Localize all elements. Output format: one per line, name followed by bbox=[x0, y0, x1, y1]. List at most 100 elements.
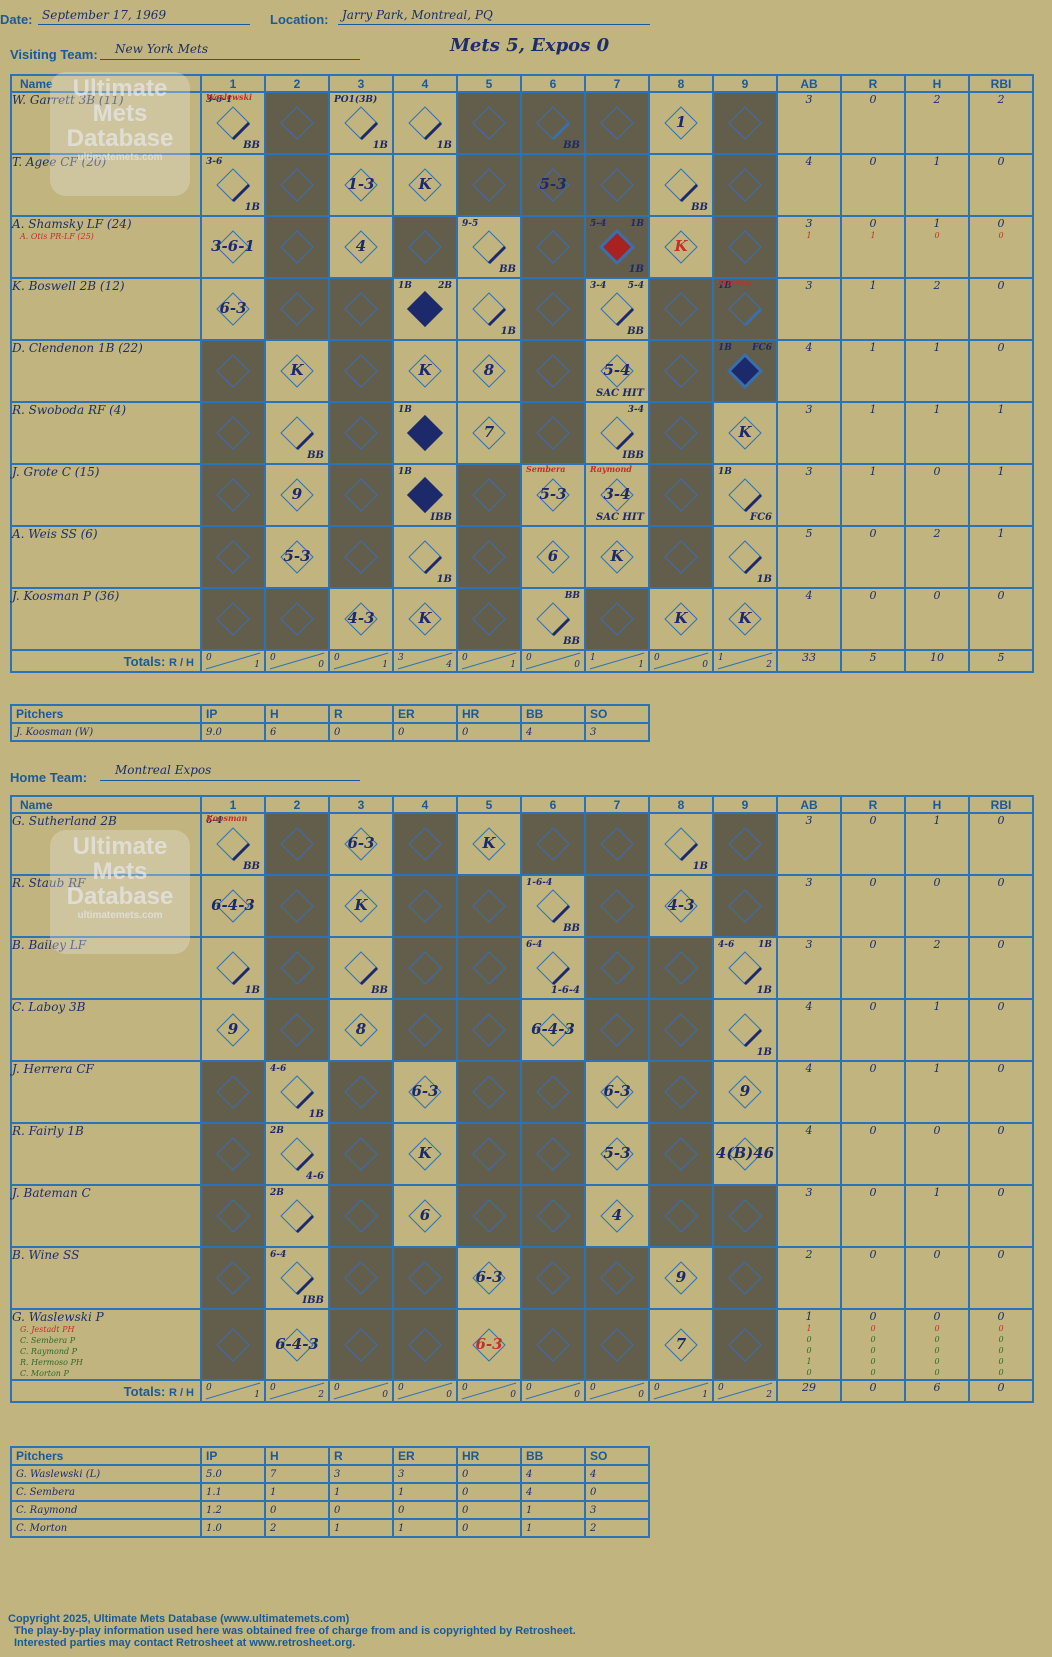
inning-cell: 1-3 bbox=[328, 153, 394, 217]
base-diamond bbox=[408, 230, 442, 264]
base-diamond bbox=[216, 168, 251, 203]
inning-runs: 0 bbox=[590, 1383, 596, 1393]
base-diamond bbox=[472, 416, 506, 450]
play-notation: 6-3 bbox=[411, 1082, 439, 1100]
base-diamond bbox=[280, 1075, 315, 1110]
pitcher-stat: J. Koosman (W) bbox=[10, 722, 202, 742]
base-diamond bbox=[408, 540, 443, 575]
player-name: C. Laboy 3B bbox=[12, 1000, 86, 1014]
play-notation: 5-4 bbox=[603, 361, 631, 379]
inning-cell bbox=[264, 587, 330, 651]
base-diamond bbox=[280, 602, 314, 636]
player-stat: 3 bbox=[776, 91, 842, 155]
inning-cell: BB 3-6-1 Waslewski bbox=[200, 91, 266, 155]
inning-cell: 1B PO1(3B) bbox=[328, 91, 394, 155]
home-player-row: G. Waslewski P G. Jestadt PH C. Sembera P C… bbox=[10, 1308, 1034, 1381]
base-diamond bbox=[664, 478, 698, 512]
play-notation: 3-4 bbox=[603, 485, 631, 503]
player-stat: 1 bbox=[840, 463, 906, 527]
inning-cell bbox=[648, 936, 714, 1000]
player-name: G. Waslewski P bbox=[12, 1310, 104, 1324]
base-diamond bbox=[472, 478, 506, 512]
play-advance: 4-6 bbox=[718, 940, 735, 950]
player-stat: 1 bbox=[904, 1060, 970, 1124]
inning-header: 9 bbox=[712, 795, 778, 814]
inning-cell bbox=[264, 153, 330, 217]
pitcher-stat: 7 bbox=[264, 1464, 330, 1484]
base-diamond bbox=[280, 827, 314, 861]
base-diamond bbox=[664, 1327, 698, 1362]
inning-cell: BB bbox=[520, 91, 586, 155]
player-name-cell: C. Laboy 3B bbox=[10, 998, 202, 1062]
play-notation: K bbox=[482, 834, 496, 852]
play-notation: K bbox=[418, 175, 432, 193]
base-diamond bbox=[728, 951, 763, 986]
play-result: BB bbox=[243, 861, 260, 872]
inning-cell: IBB 1B bbox=[392, 463, 458, 527]
player-stat: 1 bbox=[968, 401, 1034, 465]
inning-runs: 0 bbox=[462, 653, 468, 663]
base-diamond bbox=[408, 827, 442, 861]
inning-cell bbox=[648, 998, 714, 1062]
inning-cell bbox=[456, 936, 522, 1000]
play-result: BB bbox=[307, 450, 324, 461]
inning-cell bbox=[648, 1122, 714, 1186]
base-diamond bbox=[728, 889, 762, 923]
base-diamond bbox=[472, 1013, 506, 1047]
substitute-stat: 0 bbox=[870, 1324, 876, 1333]
play-result: BB bbox=[563, 923, 580, 934]
base-diamond bbox=[664, 168, 699, 203]
inning-header: 6 bbox=[520, 795, 586, 814]
base-diamond bbox=[536, 478, 570, 512]
home-totals-row: Totals: R / H 0 1 0 2 0 0 0 0 0 0 0 0 0 0 0 1 0 2 29 0 6 0 bbox=[10, 1379, 1034, 1403]
pitcher-stat: 0 bbox=[456, 1464, 522, 1484]
pitcher-stat: 1.2 bbox=[200, 1500, 266, 1520]
base-diamond bbox=[280, 168, 314, 202]
visitor-player-row: J. Grote C (15) 9 IBB 1B 5-3 Sembera 3-4 SAC HI… bbox=[10, 463, 1034, 527]
base-diamond bbox=[536, 1013, 570, 1047]
base-diamond bbox=[536, 1137, 570, 1171]
play-advance: 2B bbox=[270, 1126, 284, 1136]
inning-cell bbox=[584, 91, 650, 155]
player-stat: 0 bbox=[840, 1184, 906, 1248]
play-notation: K bbox=[674, 237, 688, 255]
play-advance: 3-6 bbox=[206, 157, 223, 167]
pitcher-stat: 5.0 bbox=[200, 1464, 266, 1484]
pitcher-stat: 2 bbox=[264, 1518, 330, 1538]
total-stat: 5 bbox=[840, 649, 906, 673]
substitute-name: C. Raymond P bbox=[20, 1347, 78, 1356]
inning-cell bbox=[712, 874, 778, 938]
base-diamond bbox=[728, 1075, 762, 1109]
pitcher-row: C. Sembera 1.1 1 1 1 0 4 0 bbox=[10, 1482, 650, 1502]
inning-cell bbox=[520, 215, 586, 279]
base-diamond bbox=[728, 168, 762, 202]
pitcher-stat: 0 bbox=[584, 1482, 650, 1502]
pitching-header: Pitchers bbox=[10, 704, 202, 724]
player-stat: 1 bbox=[840, 401, 906, 465]
player-stat: 4 bbox=[776, 1060, 842, 1124]
base-diamond bbox=[728, 230, 762, 264]
inning-cell bbox=[200, 463, 266, 527]
player-name-cell: R. Staub RF bbox=[10, 874, 202, 938]
visiting-scorecard: Name 1 2 3 4 5 6 7 8 9 AB R H RBI W. Garrett 3B (11) BB… bbox=[10, 74, 1034, 673]
inning-cell bbox=[456, 91, 522, 155]
substitute-stat: 0 bbox=[870, 1368, 876, 1377]
play-notation: 6 bbox=[419, 1206, 431, 1224]
inning-cell bbox=[456, 998, 522, 1062]
inning-header: 6 bbox=[520, 74, 586, 93]
inning-runs: 0 bbox=[270, 653, 276, 663]
base-diamond bbox=[472, 889, 506, 923]
play-advance: 6-4 bbox=[526, 940, 543, 950]
pitcher-stat: 9.0 bbox=[200, 722, 266, 742]
base-diamond bbox=[344, 1199, 378, 1233]
inning-cell bbox=[584, 153, 650, 217]
base-diamond bbox=[408, 1137, 442, 1171]
home-team-name: Montreal Expos bbox=[115, 763, 212, 777]
inning-runs: 0 bbox=[206, 1383, 212, 1393]
pitcher-stat: 1 bbox=[328, 1482, 394, 1502]
